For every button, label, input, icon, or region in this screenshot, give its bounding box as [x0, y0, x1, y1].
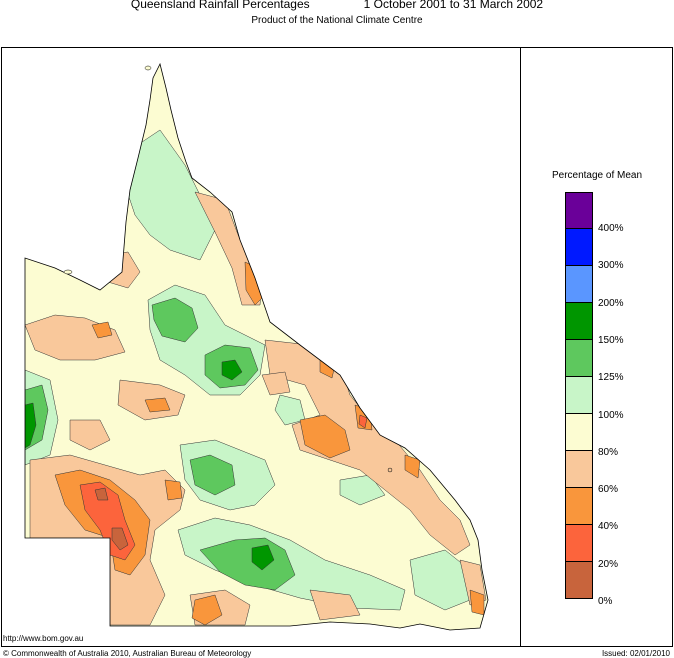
legend-swatch	[565, 488, 593, 525]
zone-100-125	[124, 129, 216, 261]
zone-125-150	[151, 297, 199, 343]
queensland-outline	[24, 62, 489, 631]
legend-label: 300%	[598, 260, 624, 272]
legend-divider	[520, 47, 521, 647]
zone-0-20	[111, 527, 129, 551]
zone-125-150	[199, 537, 296, 591]
legend-swatch	[565, 525, 593, 562]
island	[387, 467, 393, 473]
legend-label: 125%	[598, 372, 624, 384]
legend-label: 20%	[598, 558, 619, 570]
zone-40-60	[191, 594, 223, 626]
title-text: Queensland Rainfall Percentages	[130, 0, 310, 11]
legend-title: Percentage of Mean	[551, 170, 643, 181]
legend-label: 80%	[598, 446, 619, 458]
footer-issued: Issued: 02/01/2010	[601, 649, 670, 658]
legend-label: 40%	[598, 521, 619, 533]
legend-swatch	[565, 229, 593, 266]
zone-100-125	[339, 474, 386, 506]
map-frame	[1, 47, 673, 647]
legend-swatch	[565, 451, 593, 488]
zone-60-80	[309, 589, 361, 621]
zone-20-40	[358, 414, 368, 429]
map-title: Queensland Rainfall Percentages 1 October…	[0, 0, 674, 11]
legend-label: 0%	[598, 596, 613, 607]
legend-swatch	[565, 377, 593, 414]
zone-60-80	[194, 191, 263, 306]
date-range: 1 October 2001 to 31 March 2002	[363, 0, 544, 11]
zone-40-60	[299, 414, 351, 459]
footer-url: http://www.bom.gov.au	[3, 634, 84, 643]
zone-60-80	[261, 371, 291, 396]
legend-swatch	[565, 340, 593, 377]
legend-swatch	[565, 562, 593, 599]
zone-125-150	[189, 454, 236, 496]
footer-copyright: © Commonwealth of Australia 2010, Austra…	[3, 649, 252, 658]
legend-label: 100%	[598, 409, 624, 421]
legend-swatch	[565, 414, 593, 451]
zone-40-60	[164, 479, 183, 501]
island	[63, 269, 73, 275]
legend-swatch	[565, 192, 593, 229]
rainfall-zones	[25, 64, 488, 630]
zone-40-60	[144, 397, 171, 413]
island	[144, 65, 152, 71]
legend-swatch	[565, 266, 593, 303]
zone-40-60	[91, 321, 113, 339]
zone-150-200	[251, 544, 275, 571]
zone-150-200	[25, 402, 37, 449]
zone-60-80	[69, 419, 111, 451]
legend-swatch	[565, 303, 593, 340]
zone-40-60	[404, 454, 421, 479]
zone-150-200	[221, 359, 243, 381]
map-subtitle: Product of the National Climate Centre	[251, 15, 423, 26]
legend-swatches	[565, 192, 593, 599]
zone-100-125	[274, 394, 306, 426]
legend-label: 200%	[598, 297, 624, 309]
legend-label: 400%	[598, 223, 624, 234]
legend-label: 60%	[598, 484, 619, 496]
legend-label: 150%	[598, 334, 624, 346]
zone-0-20	[94, 487, 109, 501]
